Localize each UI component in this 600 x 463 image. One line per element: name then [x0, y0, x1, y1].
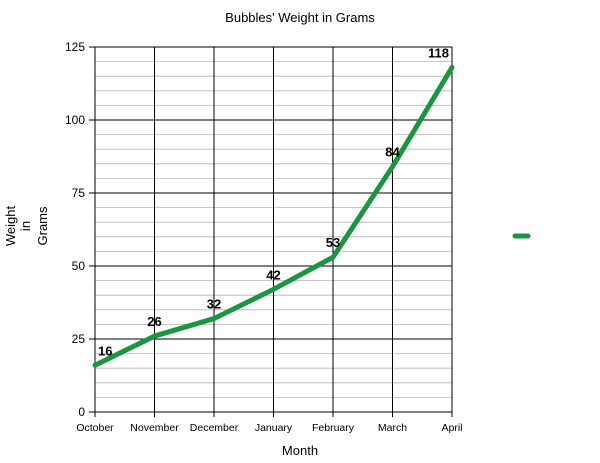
x-tick-label: December: [190, 422, 239, 434]
y-tick-label: 125: [65, 40, 85, 54]
series-line-group: [92, 64, 455, 368]
x-axis-ticks: October November December January February Ma…: [76, 422, 462, 434]
y-tick-label: 100: [65, 113, 85, 127]
data-label: 42: [266, 267, 280, 282]
data-label: 32: [207, 297, 221, 312]
y-axis-label-line-3: Grams: [35, 206, 50, 246]
data-label: 53: [326, 235, 340, 250]
y-tick-label: 0: [78, 405, 85, 419]
x-tick-label: January: [255, 422, 293, 434]
y-axis-ticks: 0 25 50 75 100 125: [65, 40, 85, 419]
x-tick-label: April: [441, 422, 462, 434]
x-axis-label: Month: [282, 443, 318, 458]
major-gridlines: [89, 46, 452, 413]
y-tick-label: 25: [72, 332, 86, 346]
data-label: 84: [385, 145, 400, 160]
y-axis-label-line-2: in: [18, 221, 33, 231]
y-axis-label-line-1: Weight: [3, 206, 18, 247]
data-labels: 16 26 32 42 53 84 118: [98, 45, 449, 358]
y-tick-label: 75: [72, 186, 86, 200]
x-tick-label: February: [312, 422, 355, 434]
x-tick-label: October: [76, 422, 114, 434]
y-axis-label: Weight in Grams: [3, 206, 50, 247]
data-label: 118: [428, 45, 449, 60]
x-tick-label: November: [130, 422, 179, 434]
chart-title: Bubbles' Weight in Grams: [225, 10, 375, 25]
data-label: 26: [147, 314, 161, 329]
vertical-gridlines: [94, 47, 453, 417]
data-label: 16: [98, 343, 112, 358]
y-tick-label: 50: [72, 259, 86, 273]
x-tick-label: March: [378, 422, 407, 434]
